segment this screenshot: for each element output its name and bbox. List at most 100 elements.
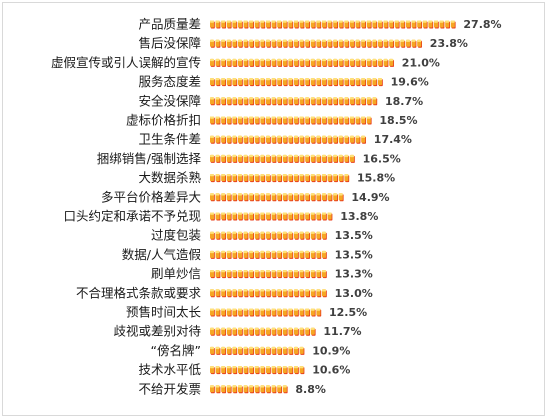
bar-segment [215,212,221,221]
bar-segment [210,327,215,336]
bar-segment [439,20,445,29]
bar-segment [338,39,344,48]
bar-segment [305,78,310,87]
bar-segment [210,78,215,87]
bar-segment [226,193,232,202]
bar-segment [350,116,355,125]
bar-segment [366,58,372,67]
bar-segment [266,270,271,279]
bar-segment [254,385,260,394]
bar-segment [294,366,299,375]
bar-segment [254,270,260,279]
bar-segment [310,135,316,144]
bar-segment [210,20,215,29]
bar-segment [243,250,249,259]
bar-segment [243,174,249,183]
bar-segment [322,212,327,221]
bar-segment [210,385,215,394]
bar [210,97,378,106]
bar-segment [226,78,232,87]
bar-segment [271,231,277,240]
bar [210,135,366,144]
bar-segment [372,97,378,106]
bar-segment [238,193,243,202]
bar-segment [232,154,238,163]
bar-segment [221,346,226,355]
bar-segment [226,212,232,221]
bar-segment [383,58,389,67]
bar-segment [243,270,249,279]
bar [210,346,305,355]
bar-segment [322,39,327,48]
bar-segment [238,327,243,336]
bar-segment [288,58,294,67]
bar-segment [238,135,243,144]
bar-segment [238,289,243,298]
bar-segment [294,231,299,240]
bar-segment [288,174,294,183]
bar-segment [238,250,243,259]
bar-segment [305,58,310,67]
bar-segment [333,174,338,183]
bar-segment [299,97,305,106]
bar-segment [305,193,310,202]
value-label: 21.0% [402,56,440,69]
bar-row: 口头约定和承诺不予兑现 13.8% [63,209,378,224]
bar-segment [249,39,254,48]
bar-segment [249,270,254,279]
bar-segment [333,193,338,202]
bar-segment [282,78,288,87]
bar-segment [338,97,344,106]
bar-segment [299,174,305,183]
bar-segment [378,58,383,67]
bar-segment [299,212,305,221]
bar-segment [254,250,260,259]
bar-segment [215,135,221,144]
bar-segment [238,231,243,240]
bar-row: “傍名牌” 10.9% [151,343,351,358]
bar-segment [361,97,366,106]
bar-segment [226,346,232,355]
bar-segment [232,289,238,298]
bar-segment [428,20,434,29]
bar-segment [277,97,282,106]
bar-segment [299,58,305,67]
bar-segment [260,250,266,259]
bar-segment [282,193,288,202]
value-label: 11.7% [323,325,361,338]
bar-segment [271,154,277,163]
value-label: 13.8% [340,210,378,223]
bar-segment [215,385,221,394]
bar-segment [288,20,294,29]
bar-segment [260,289,266,298]
bar-segment [294,97,299,106]
bar-segment [282,97,288,106]
bar-segment [355,39,361,48]
bar-segment [215,270,221,279]
bar-segment [294,154,299,163]
bar-segment [232,250,238,259]
bar-segment [294,116,299,125]
bar-segment [226,327,232,336]
bar-row: 卫生条件差 17.4% [138,132,411,147]
category-label: 安全没保障 [138,93,201,108]
bar-segment [282,135,288,144]
bar [210,250,327,259]
bar-segment [266,231,271,240]
value-label: 16.5% [363,152,401,165]
bar-segment [282,270,288,279]
bar-segment [333,58,338,67]
bar-segment [310,250,316,259]
bar-segment [243,39,249,48]
bar-segment [271,327,277,336]
bar-segment [338,193,344,202]
bar-segment [238,346,243,355]
bar-segment [271,289,277,298]
bar-segment [299,250,305,259]
bar-segment [210,135,215,144]
bar-segment [249,154,254,163]
bar-segment [254,289,260,298]
bar-segment [322,174,327,183]
bar-segment [249,308,254,317]
bar-segment [243,58,249,67]
